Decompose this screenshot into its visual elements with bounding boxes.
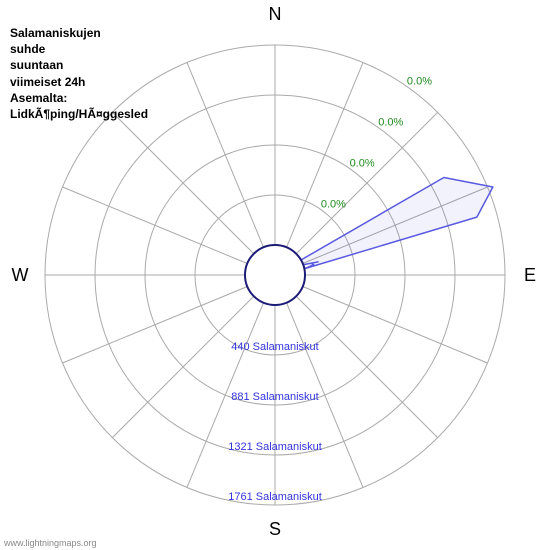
chart-title: Salamaniskujen suhde suuntaan viimeiset … <box>10 25 148 122</box>
pct-label: 0.0% <box>378 117 403 129</box>
pct-label: 0.0% <box>350 158 375 170</box>
dir-e: E <box>524 265 536 285</box>
grid-spoke <box>112 296 253 437</box>
pct-label: 0.0% <box>407 76 432 88</box>
dir-s: S <box>269 519 281 539</box>
ring-label: 881 Salamaniskut <box>231 391 318 403</box>
dir-n: N <box>269 4 282 24</box>
data-polygon <box>301 178 493 269</box>
ring-label: 440 Salamaniskut <box>231 341 318 353</box>
grid-spoke <box>63 187 248 264</box>
pct-label: 0.0% <box>321 198 346 210</box>
inner-ring <box>245 245 305 305</box>
grid-spoke <box>112 112 253 253</box>
grid-spoke <box>63 286 248 363</box>
footer-credit: www.lightningmaps.org <box>4 538 97 548</box>
dir-w: W <box>12 265 29 285</box>
grid-spoke <box>286 63 363 248</box>
grid-spoke <box>296 296 437 437</box>
grid-spoke <box>303 286 488 363</box>
ring-label: 1321 Salamaniskut <box>228 441 322 453</box>
grid-spoke <box>187 63 264 248</box>
ring-label: 1761 Salamaniskut <box>228 491 322 503</box>
